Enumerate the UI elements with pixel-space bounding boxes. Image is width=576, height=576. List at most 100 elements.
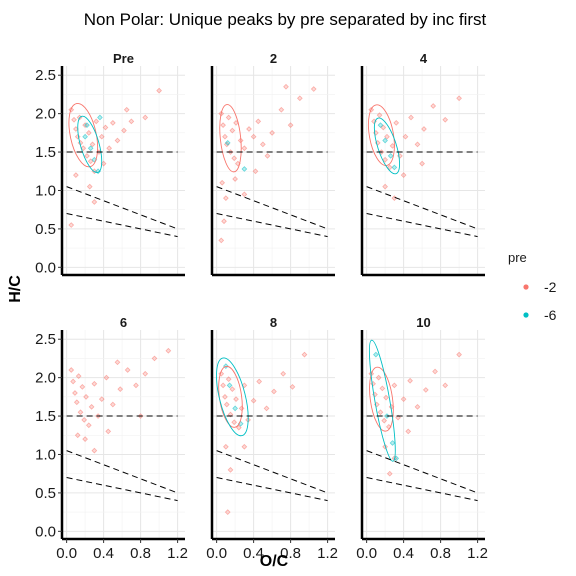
y-tick-label: 0.0 xyxy=(35,259,56,276)
confidence-ellipse-series--6 xyxy=(77,115,103,174)
data-point-series--2 xyxy=(91,380,98,387)
facet-panels: Pre 0.0 0.5 1.0 1.5 2.0 2.5 2 4 6 0.0 0.5 1.0 1.5 2.0 2… xyxy=(35,51,488,562)
panel-plot-area xyxy=(66,87,178,238)
facet-strip-label: 10 xyxy=(416,315,430,330)
data-point-series--2 xyxy=(238,405,245,412)
data-point-series--2 xyxy=(79,383,86,390)
data-point-series--2 xyxy=(70,378,76,385)
data-point-series--2 xyxy=(405,428,412,435)
x-tick-label: 0.4 xyxy=(93,545,114,562)
data-point-series--2 xyxy=(263,405,270,412)
data-point-series--6 xyxy=(373,351,379,358)
y-tick-label: 1.0 xyxy=(35,446,56,463)
data-point-series--2 xyxy=(224,509,231,515)
data-point-series--6 xyxy=(87,145,94,152)
data-point-series--2 xyxy=(106,145,113,152)
data-point-series--2 xyxy=(383,394,389,401)
data-point-series--2 xyxy=(456,351,462,358)
data-point-series--2 xyxy=(123,106,130,113)
data-point-series--2 xyxy=(91,447,98,454)
data-point-series--2 xyxy=(128,118,135,125)
reference-line-dashed xyxy=(216,477,328,502)
data-point-series--2 xyxy=(386,164,393,171)
confidence-ellipse-series--2 xyxy=(219,104,242,173)
data-point-series--2 xyxy=(117,386,124,393)
data-point-series--2 xyxy=(93,118,100,125)
panel-plot-area xyxy=(366,339,478,502)
data-point-series--2 xyxy=(422,387,429,393)
facet-strip-label: 2 xyxy=(270,51,277,66)
data-point-series--2 xyxy=(229,127,236,134)
data-point-series--2 xyxy=(280,370,287,377)
legend-key-series--6 xyxy=(523,312,529,318)
confidence-ellipse-series--6 xyxy=(368,339,396,462)
facet-strip-label: 4 xyxy=(420,51,428,66)
panel-background xyxy=(212,66,335,275)
data-point-series--2 xyxy=(430,103,437,109)
data-point-series--2 xyxy=(98,396,105,403)
data-point-series--2 xyxy=(255,118,262,125)
data-point-series--2 xyxy=(250,133,257,140)
data-point-series--6 xyxy=(389,440,396,446)
data-point-series--2 xyxy=(218,237,225,244)
data-point-series--2 xyxy=(375,374,382,381)
data-point-series--2 xyxy=(142,114,149,121)
data-point-series--2 xyxy=(376,112,383,119)
data-point-series--2 xyxy=(382,183,388,190)
legend-label: -2 xyxy=(544,279,557,295)
data-point-series--2 xyxy=(271,388,277,395)
data-point-series--2 xyxy=(252,168,259,175)
data-point-series--2 xyxy=(231,155,238,162)
data-point-series--2 xyxy=(432,368,438,375)
chart-title: Non Polar: Unique peaks by pre separated… xyxy=(84,10,487,29)
y-tick-label: 2.0 xyxy=(35,106,56,123)
data-point-series--2 xyxy=(400,172,407,178)
data-point-series--2 xyxy=(227,466,234,473)
data-point-series--2 xyxy=(232,176,238,182)
y-tick-label: 1.5 xyxy=(35,144,56,161)
data-point-series--2 xyxy=(377,409,384,416)
data-point-series--2 xyxy=(456,95,462,102)
data-point-series--6 xyxy=(387,153,394,159)
data-point-series--2 xyxy=(86,183,93,190)
data-point-series--2 xyxy=(241,191,248,198)
data-point-series--6 xyxy=(224,139,231,146)
data-point-series--2 xyxy=(98,133,105,140)
data-point-series--6 xyxy=(226,382,233,389)
facet-strip-label: 8 xyxy=(270,315,277,330)
panel-background xyxy=(62,66,185,275)
data-point-series--2 xyxy=(105,428,112,435)
facet-strip-label: Pre xyxy=(113,51,134,66)
data-point-series--6 xyxy=(241,166,248,172)
data-point-series--6 xyxy=(84,122,90,129)
data-point-series--2 xyxy=(218,370,225,377)
reference-line-dashed xyxy=(216,213,328,238)
data-point-series--2 xyxy=(156,87,162,94)
data-point-series--2 xyxy=(229,386,236,393)
facet-panel-4: 4 xyxy=(360,51,485,277)
data-point-series--2 xyxy=(82,436,88,442)
panel-grid xyxy=(62,66,185,275)
y-axis-title: H/C xyxy=(7,275,24,303)
data-point-series--2 xyxy=(296,95,303,102)
data-point-series--2 xyxy=(241,145,248,152)
data-point-series--6 xyxy=(82,133,88,140)
panel-background xyxy=(362,330,485,539)
panel-grid xyxy=(62,330,185,539)
data-point-series--2 xyxy=(256,378,263,385)
data-point-series--2 xyxy=(71,116,77,123)
x-tick-label: 1.2 xyxy=(317,545,338,562)
facet-panel-pre: Pre 0.0 0.5 1.0 1.5 2.0 2.5 xyxy=(35,51,185,276)
data-point-series--2 xyxy=(142,370,149,377)
data-point-series--2 xyxy=(289,383,296,390)
facet-panel-10: 10 0.0 0.4 0.8 1.2 xyxy=(356,315,488,562)
x-tick-label: 1.2 xyxy=(467,545,488,562)
data-point-series--2 xyxy=(250,397,257,404)
data-point-series--2 xyxy=(402,133,409,140)
data-point-series--2 xyxy=(269,129,275,136)
facet-panel-6: 6 0.0 0.5 1.0 1.5 2.0 2.5 0.0 0.4 0.8 1.2 xyxy=(35,315,188,562)
data-point-series--2 xyxy=(442,382,449,389)
data-point-series--2 xyxy=(165,347,172,354)
y-tick-label: 2.0 xyxy=(35,370,56,387)
x-tick-label: 0.8 xyxy=(430,545,451,562)
